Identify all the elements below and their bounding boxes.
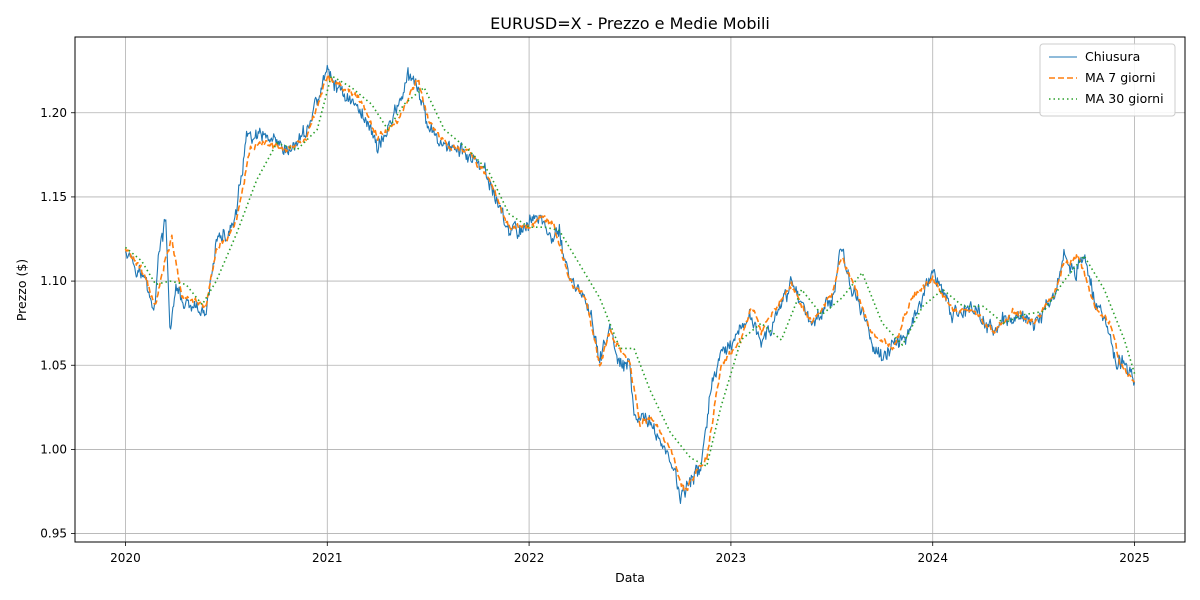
legend: Chiusura MA 7 giorni MA 30 giorni [1039,43,1176,117]
x-tick-label: 2022 [514,551,545,565]
y-tick-label: 1.05 [40,358,67,372]
x-tick-label: 2021 [312,551,343,565]
x-tick-label: 2024 [917,551,948,565]
y-tick-label: 1.10 [40,274,67,288]
plot-frame [74,36,1186,543]
x-tick-label: 2020 [110,551,141,565]
x-axis-title: Data [615,570,645,585]
series-line-2 [124,73,1135,493]
y-tick-label: 1.00 [40,442,67,456]
y-tick-label: 1.15 [40,190,67,204]
chart-title: EURUSD=X - Prezzo e Medie Mobili [490,14,770,33]
y-axis-title: Prezzo ($) [14,259,29,321]
series-layer [124,64,1136,504]
legend-label-3: MA 30 giorni [1085,91,1164,106]
series-line-1 [124,64,1136,504]
legend-label-1: Chiusura [1085,49,1140,64]
axes: 2020 2021 2022 2023 2024 2025 0.95 1.00 1.05 1.10… [40,106,1150,565]
x-tick-label: 2023 [716,551,747,565]
x-tick-label: 2025 [1119,551,1150,565]
grid [75,37,1185,542]
series-line-3 [124,74,1136,468]
legend-box [1039,43,1176,117]
legend-label-2: MA 7 giorni [1085,70,1156,85]
y-tick-label: 0.95 [40,527,67,541]
y-tick-label: 1.20 [40,106,67,120]
